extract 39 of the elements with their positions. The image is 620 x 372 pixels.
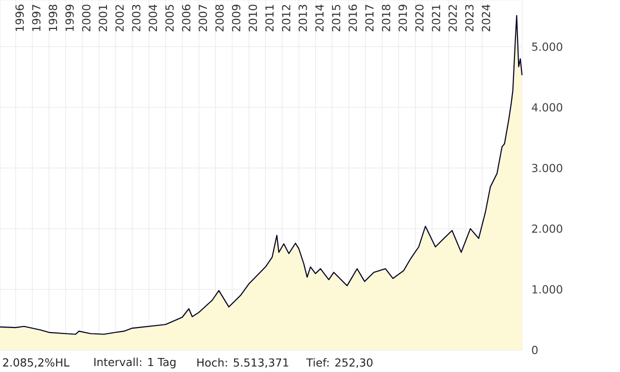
x-tick-label: 2022 — [448, 5, 457, 32]
x-tick-label: 2011 — [265, 4, 274, 32]
y-tick-label: 1.000 — [532, 285, 562, 294]
x-tick-label: 2005 — [165, 4, 174, 32]
x-tick-label: 2000 — [82, 4, 90, 32]
x-tick-label: 2021 — [432, 4, 440, 32]
x-tick-label: 2020 — [415, 4, 424, 32]
x-tick-label: 2017 — [365, 4, 374, 32]
x-tick-label: 2008 — [215, 4, 224, 32]
x-tick-label: 2018 — [382, 4, 390, 32]
x-tick-label: 2007 — [198, 4, 208, 32]
y-tick-label: 5.000 — [532, 42, 562, 51]
y-tick-label: 3.000 — [532, 164, 562, 172]
x-tick-label: 2001 — [98, 4, 108, 32]
x-tick-label: 1998 — [48, 4, 58, 31]
x-tick-label: 2002 — [115, 5, 124, 32]
x-tick-label: 2003 — [132, 4, 140, 32]
text: 2.085,2%HL — [3, 358, 70, 368]
text: Intervall: 1 Tag — [94, 358, 176, 368]
text: Hoch: 5.513,371 — [197, 358, 288, 368]
x-tick-label: 2015 — [332, 4, 340, 32]
x-tick-label: 2004 — [148, 4, 158, 32]
x-tick-label: 2009 — [232, 4, 240, 32]
x-tick-label: 1999 — [65, 4, 74, 31]
text: Tief: 252,30 — [306, 358, 372, 368]
x-tick-label: 2006 — [182, 4, 190, 32]
y-tick-label: 4.000 — [532, 103, 562, 112]
x-tick-label: 1997 — [32, 4, 40, 31]
x-tick-label: 2014 — [315, 4, 324, 32]
x-tick-label: 2010 — [248, 4, 258, 32]
x-tick-label: 2023 — [465, 4, 474, 32]
y-tick-label: 0 — [532, 346, 538, 354]
x-tick-label: 2012 — [282, 5, 290, 32]
x-tick-label: 1996 — [15, 4, 24, 31]
x-tick-label: 2024 — [482, 4, 490, 32]
x-tick-label: 2019 — [398, 4, 407, 32]
x-tick-label: 2013 — [298, 4, 307, 32]
y-tick-label: 2.000 — [532, 224, 562, 233]
x-tick-label: 2016 — [348, 4, 357, 32]
